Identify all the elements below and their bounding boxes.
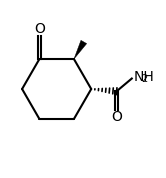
Text: 2: 2 <box>142 74 148 84</box>
Text: O: O <box>111 110 122 124</box>
Polygon shape <box>74 40 87 59</box>
Text: O: O <box>34 22 45 36</box>
Text: NH: NH <box>134 70 155 84</box>
